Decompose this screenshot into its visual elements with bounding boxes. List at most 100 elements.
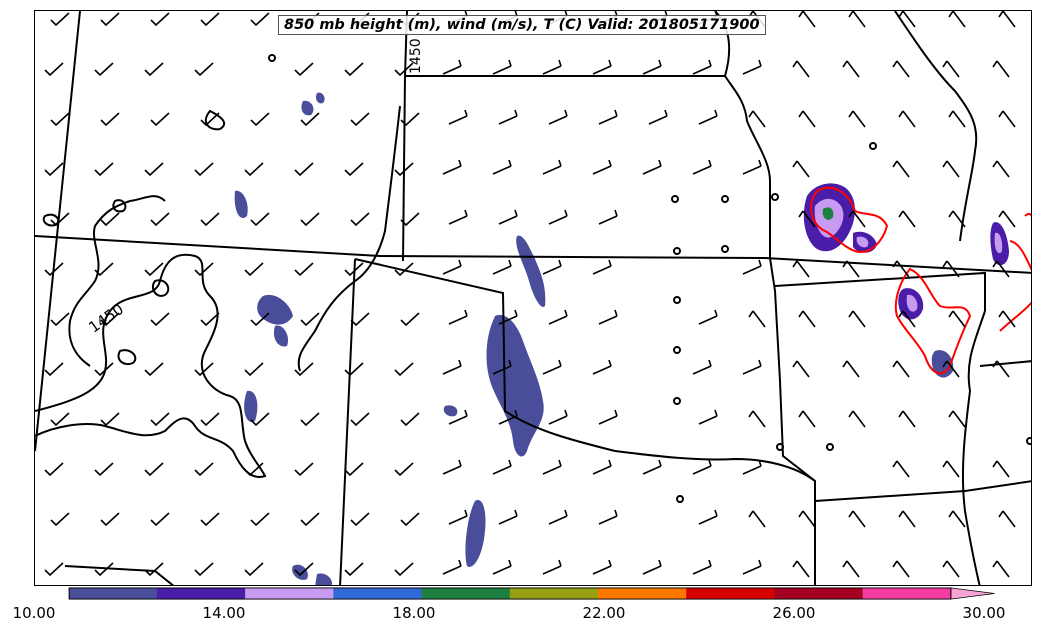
wind-barb (948, 310, 966, 328)
colorbar-extension (950, 587, 995, 600)
wind-barb (94, 162, 114, 177)
wind-barb (942, 560, 960, 578)
wind-barb (394, 162, 414, 177)
wind-barb (448, 409, 468, 425)
wind-barb (44, 362, 64, 377)
wind-barb (448, 109, 468, 125)
wind-barb (848, 210, 866, 228)
colorbar-tick-label: 26.00 (772, 604, 816, 622)
wind-barb (150, 512, 170, 527)
wind-barb (842, 560, 860, 578)
wind-barb (798, 510, 816, 528)
wind-barb (592, 259, 612, 275)
height-contour-label: 1450 (85, 300, 127, 337)
wind-barb (448, 509, 468, 525)
wind-barb (748, 410, 766, 428)
calm-wind-circle (673, 247, 681, 255)
wind-barb (898, 510, 916, 528)
wind-barb (992, 260, 1010, 278)
wind-barb (598, 209, 618, 225)
wind-barb (542, 359, 562, 375)
wind-barb (50, 12, 70, 27)
wind-barb (394, 362, 414, 377)
wind-barb (948, 210, 966, 228)
wind-barb (592, 459, 612, 475)
wind-barb (598, 309, 618, 325)
wind-barb (492, 259, 512, 275)
wind-barb (598, 409, 618, 425)
wind-barb (400, 412, 420, 427)
wind-barb (94, 262, 114, 277)
calm-wind-circle (771, 193, 779, 201)
colorbar-segment (156, 587, 246, 600)
wind-barb (250, 512, 270, 527)
wind-barb (498, 509, 518, 525)
wind-barb (294, 462, 314, 477)
calm-wind-circle (721, 245, 729, 253)
map-canvas: 1450 1450 (35, 11, 1031, 585)
wind-barb (948, 110, 966, 128)
wind-barb (692, 459, 712, 475)
wind-barb (948, 510, 966, 528)
wind-barb (848, 410, 866, 428)
wind-barb (442, 359, 462, 375)
wind-barb (150, 12, 170, 27)
wind-barb (792, 560, 810, 578)
wind-barb (294, 62, 314, 77)
wind-barb (942, 460, 960, 478)
wind-barb (250, 112, 270, 127)
wind-barb (50, 312, 70, 327)
wind-barb (200, 112, 220, 127)
wind-barb (792, 260, 810, 278)
wind-barb (848, 510, 866, 528)
wind-barb (742, 159, 762, 175)
wind-barb (94, 362, 114, 377)
colorbar-segment (774, 587, 864, 600)
wind-barb (648, 109, 668, 125)
wind-barb (692, 159, 712, 175)
wind-barb (998, 11, 1016, 28)
wind-barb (400, 312, 420, 327)
wind-barb (798, 11, 816, 28)
wind-barb (948, 410, 966, 428)
wind-barb (592, 159, 612, 175)
wind-barb (294, 362, 314, 377)
wind-barb (992, 560, 1010, 578)
wind-barb (244, 362, 264, 377)
wind-barb (250, 212, 270, 227)
wind-barb (344, 62, 364, 77)
wind-barb (344, 262, 364, 277)
height-contours (35, 105, 401, 478)
wind-barb (194, 62, 214, 77)
wind-barb (344, 562, 364, 577)
calm-wind-circle (721, 195, 729, 203)
wind-barb (200, 512, 220, 527)
wind-barb (442, 259, 462, 275)
wind-barb (492, 459, 512, 475)
colorbar-tick-label: 18.00 (392, 604, 436, 622)
wind-barb (200, 12, 220, 27)
wind-barb (848, 11, 866, 28)
wind-barb (792, 360, 810, 378)
wind-barb (150, 212, 170, 227)
wind-barb (144, 162, 164, 177)
colorbar-tick-label: 10.00 (12, 604, 56, 622)
wind-barb (998, 110, 1016, 128)
wind-barb (200, 212, 220, 227)
wind-barb (492, 359, 512, 375)
wind-barb (892, 160, 910, 178)
map-panel: 1450 1450 (34, 10, 1032, 586)
wind-barb (94, 562, 114, 577)
wind-barb (394, 562, 414, 577)
wind-barb (548, 109, 568, 125)
wind-barb (998, 510, 1016, 528)
wind-barb (792, 60, 810, 78)
wind-barb (798, 410, 816, 428)
wind-barb (194, 462, 214, 477)
wind-barb (448, 209, 468, 225)
calm-circles (268, 54, 1031, 503)
wind-barb (892, 360, 910, 378)
wind-barb (542, 459, 562, 475)
wind-barb (698, 309, 718, 325)
wind-barb (992, 160, 1010, 178)
